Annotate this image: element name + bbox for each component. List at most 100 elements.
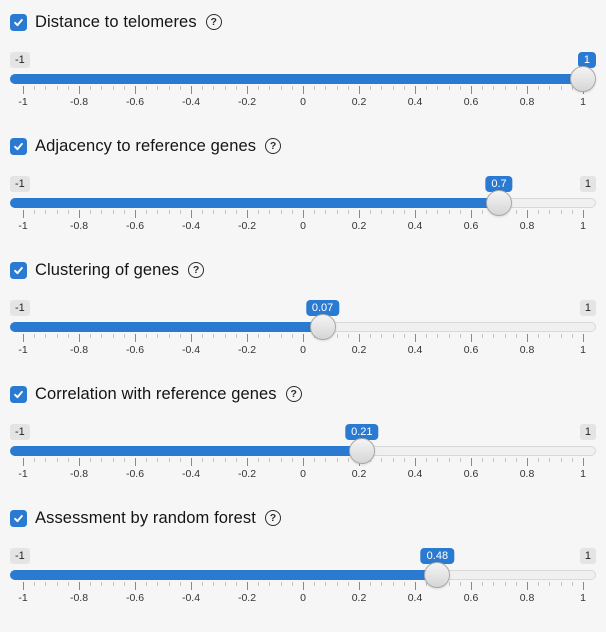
tick: [538, 86, 540, 90]
tick: [482, 458, 484, 462]
tick-label: -1: [18, 468, 28, 480]
tick-label: 0.2: [351, 468, 367, 480]
tick: [381, 334, 383, 338]
checkmark-icon: [14, 390, 23, 398]
tick: [571, 458, 573, 462]
tick-label: -0.6: [125, 468, 145, 480]
tick-label: -0.4: [181, 468, 201, 480]
tick: [560, 334, 562, 338]
slider-widget: -1 1 0.48 -1 -0.8 -0.6 -0.4 -0.2 0 0.2 0.4 0.6 0.…: [10, 548, 596, 604]
tick: [426, 334, 428, 338]
slider-grid: -1 -0.8 -0.6 -0.4 -0.2 0 0.2 0.4 0.6 0.8 1: [18, 582, 586, 604]
tick: [280, 334, 282, 338]
tick: [471, 86, 472, 94]
tick-label: 1: [580, 344, 586, 356]
tick-label: 0.8: [519, 96, 535, 108]
checkbox[interactable]: [10, 13, 27, 31]
slider-handle[interactable]: [570, 66, 596, 92]
tick: [459, 582, 461, 586]
tick-label: -0.2: [237, 592, 257, 604]
tick: [303, 334, 304, 342]
tick: [392, 86, 394, 90]
tick: [448, 458, 450, 462]
value-badge: 0.7: [485, 176, 513, 192]
tick: [370, 582, 372, 586]
tick: [303, 210, 304, 218]
slider-handle[interactable]: [424, 562, 451, 588]
slider-fill[interactable]: [10, 74, 583, 84]
tick: [247, 86, 248, 94]
tick: [515, 210, 517, 214]
tick: [359, 334, 360, 342]
tick: [146, 86, 148, 90]
tick: [336, 210, 338, 214]
tick: [123, 458, 125, 462]
tick: [314, 458, 316, 462]
checkbox[interactable]: [10, 509, 27, 527]
tick: [168, 582, 170, 586]
checkmark-icon: [14, 18, 23, 26]
slider-grid: -1 -0.8 -0.6 -0.4 -0.2 0 0.2 0.4 0.6 0.8 1: [18, 458, 586, 480]
checkbox[interactable]: [10, 385, 27, 403]
min-badge: -1: [10, 176, 30, 192]
tick-label: 0.8: [519, 220, 535, 232]
slider-label-row[interactable]: Clustering of genes ?: [10, 260, 596, 280]
checkbox[interactable]: [10, 261, 27, 279]
tick-label: 0: [300, 96, 306, 108]
slider-label-row[interactable]: Adjacency to reference genes ?: [10, 136, 596, 156]
tick: [101, 334, 103, 338]
tick: [269, 334, 271, 338]
help-icon[interactable]: ?: [264, 510, 281, 526]
tick-label: -1: [18, 96, 28, 108]
tick-label: -0.4: [181, 96, 201, 108]
slider-fill[interactable]: [10, 198, 499, 208]
help-icon[interactable]: ?: [265, 138, 282, 154]
slider-handle[interactable]: [486, 190, 512, 216]
tick-label: 0.4: [407, 96, 423, 108]
tick: [34, 210, 36, 214]
tick-label: 0: [300, 592, 306, 604]
slider-handle[interactable]: [348, 438, 375, 464]
slider-label-row[interactable]: Correlation with reference genes ?: [10, 384, 596, 404]
tick: [515, 334, 517, 338]
tick: [45, 458, 47, 462]
help-icon[interactable]: ?: [188, 262, 205, 278]
help-icon[interactable]: ?: [205, 14, 222, 30]
slider-widget: -1 1 0.07 -1 -0.8 -0.6 -0.4 -0.2 0 0.2 0.4 0.6 0.…: [10, 300, 596, 356]
tick: [146, 582, 148, 586]
tick: [34, 86, 36, 90]
slider-label-row[interactable]: Assessment by random forest ?: [10, 508, 596, 528]
tick-label: 0.8: [519, 468, 535, 480]
tick: [269, 210, 271, 214]
tick: [415, 582, 416, 590]
tick: [549, 334, 551, 338]
tick-label: -0.2: [237, 96, 257, 108]
tick: [112, 582, 114, 586]
tick: [314, 86, 316, 90]
slider-label-row[interactable]: Distance to telomeres ?: [10, 12, 596, 32]
slider-fill[interactable]: [10, 570, 438, 580]
slider-label: Correlation with reference genes: [35, 384, 277, 403]
slider-group: Clustering of genes ? -1 1 0.07 -1 -0.8 -0…: [10, 260, 596, 356]
tick: [179, 334, 181, 338]
tick: [191, 582, 192, 590]
slider-fill[interactable]: [10, 446, 362, 456]
tick-label: 0: [300, 220, 306, 232]
slider-fill[interactable]: [10, 322, 323, 332]
tick: [112, 458, 114, 462]
tick: [280, 458, 282, 462]
tick: [191, 86, 192, 94]
tick: [235, 458, 237, 462]
help-icon[interactable]: ?: [285, 386, 302, 402]
tick: [112, 210, 114, 214]
tick: [247, 582, 248, 590]
tick-label: -0.4: [181, 344, 201, 356]
tick: [56, 210, 58, 214]
value-badge: 1: [577, 52, 596, 68]
checkbox[interactable]: [10, 137, 27, 155]
tick: [448, 582, 450, 586]
tick: [179, 210, 181, 214]
tick-label: -0.2: [237, 344, 257, 356]
tick: [90, 86, 92, 90]
slider-handle[interactable]: [309, 314, 336, 340]
